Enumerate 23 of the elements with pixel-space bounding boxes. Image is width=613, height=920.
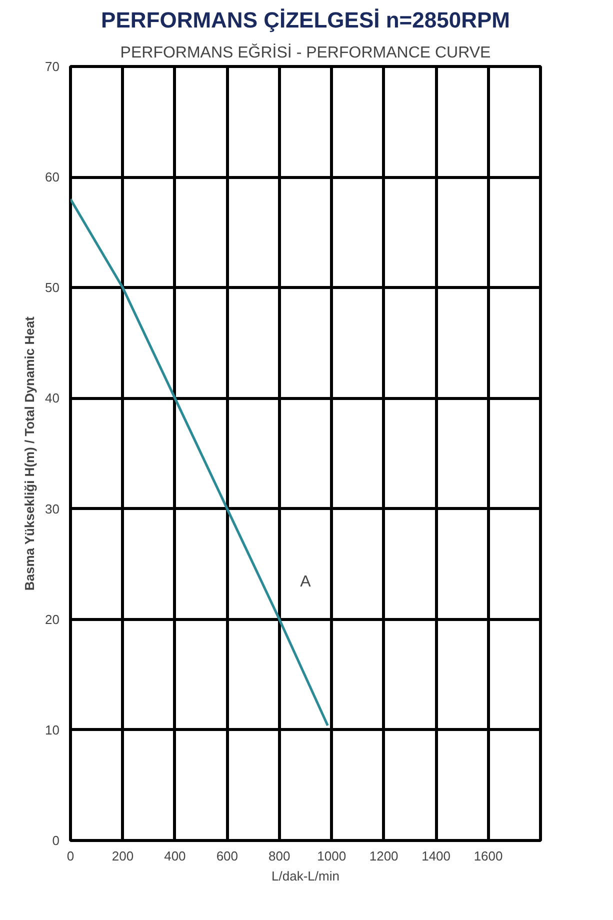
chart-subtitle: PERFORMANS EĞRİSİ - PERFORMANCE CURVE: [120, 44, 491, 62]
x-tick-label: 1200: [369, 848, 398, 864]
x-tick-label: 400: [164, 848, 186, 864]
y-tick-label: 10: [45, 722, 60, 738]
y-tick-label: 50: [45, 280, 60, 296]
y-tick-label: 40: [45, 390, 60, 406]
annotation: A: [300, 574, 312, 590]
x-tick-label: 800: [268, 848, 290, 864]
y-axis-title: Basma Yüksekliği H(m) / Total Dynamic Heat: [22, 316, 38, 591]
x-tick-label: 600: [216, 848, 238, 864]
x-tick-label: 200: [112, 848, 134, 864]
x-tick-label: 0: [66, 848, 74, 864]
y-tick-label: 30: [45, 501, 60, 516]
x-tick-label: 1000: [317, 848, 346, 864]
y-tick-label: 60: [45, 170, 60, 185]
y-tick-label: 20: [45, 612, 60, 627]
chart-title: PERFORMANS ÇİZELGESİ n=2850RPM: [101, 8, 510, 32]
y-tick-label: 70: [45, 59, 60, 74]
line-series: [70, 198, 329, 727]
x-tick-label: 1400: [422, 848, 451, 864]
y-tick-label: 0: [52, 833, 60, 848]
x-axis-title: L/dak-L/min: [272, 868, 340, 884]
x-tick-label: 1600: [474, 848, 503, 864]
